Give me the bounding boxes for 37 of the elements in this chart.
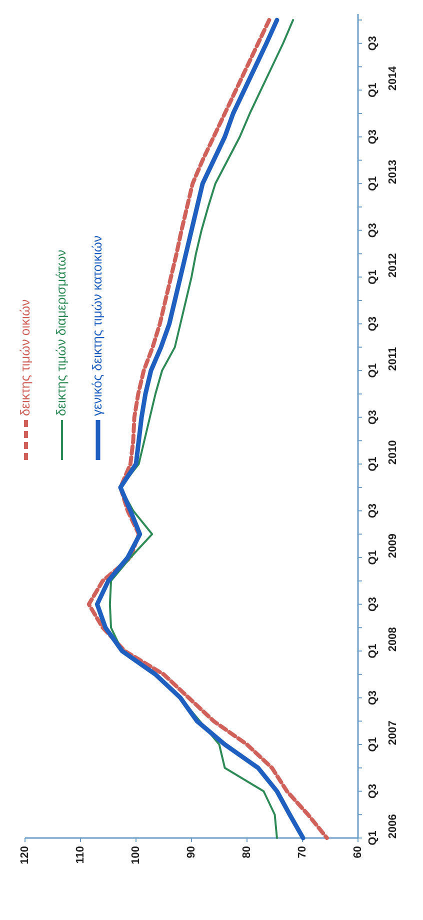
- y-tick-label: Q1: [367, 82, 379, 98]
- y-tick-label: Q1: [367, 176, 379, 191]
- text: 2011: [387, 346, 399, 371]
- y-tick-label: Q3: [367, 784, 379, 799]
- x-tick-label: 90: [185, 846, 198, 858]
- text: δεικτης τιμών οικιών: [17, 299, 32, 416]
- text: 2006: [387, 814, 399, 839]
- y-tick-label: Q1: [367, 737, 379, 752]
- y-tick-label: Q1: [367, 456, 379, 472]
- text: 2009: [387, 534, 399, 558]
- y-tick-label: Q3: [367, 130, 379, 144]
- x-tick-label: 70: [296, 846, 308, 858]
- y-tick-label: Q3: [367, 690, 379, 706]
- x-tick-label: 80: [240, 846, 253, 858]
- text: 2007: [387, 720, 399, 746]
- y-tick-label: Q1: [367, 830, 379, 846]
- y-tick-label: Q3: [367, 36, 379, 51]
- x-tick-label: 120: [18, 846, 31, 864]
- y-tick-label: Q1: [367, 644, 379, 658]
- text: 2008: [387, 627, 399, 652]
- y-tick-label: Q3: [367, 223, 379, 238]
- text: 2010: [387, 440, 399, 465]
- y-tick-label: Q3: [367, 503, 379, 518]
- x-tick-label: 60: [352, 846, 364, 858]
- text: 2012: [387, 253, 399, 278]
- text: 2013: [387, 160, 399, 184]
- text: 2014: [387, 65, 399, 91]
- x-tick-label: 110: [74, 846, 86, 864]
- x-tick-label: 100: [130, 846, 142, 864]
- y-tick-label: Q3: [367, 316, 379, 332]
- y-tick-label: Q1: [367, 550, 379, 565]
- y-tick-label: Q3: [367, 596, 379, 612]
- y-tick-label: Q1: [367, 270, 379, 284]
- text: δεικτης τιμών διαμερισμάτων: [53, 250, 68, 416]
- y-tick-label: Q1: [367, 363, 379, 378]
- y-tick-label: Q3: [367, 410, 379, 425]
- text: γενικός δεικτης τιμών κατοικιών: [89, 235, 104, 416]
